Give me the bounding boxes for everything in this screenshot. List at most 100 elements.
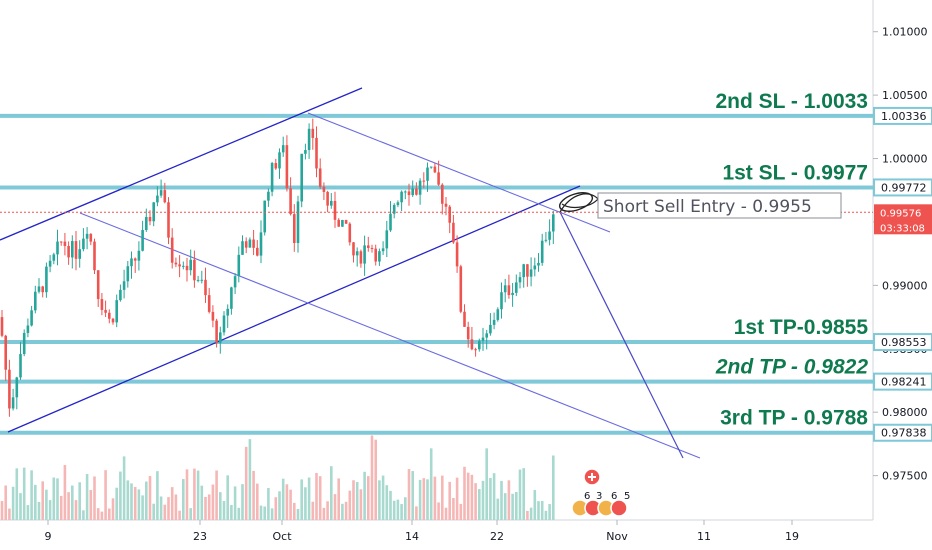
volume-bar (552, 455, 555, 520)
candle-body (503, 285, 507, 293)
candle-body (289, 188, 292, 215)
event-count: 3 (596, 491, 602, 502)
candle-body (489, 324, 492, 334)
volume-bar (400, 504, 403, 520)
falling-channel-lower-line[interactable] (79, 212, 701, 459)
volume-bar (304, 487, 307, 520)
candle-body (381, 248, 385, 252)
candle-body (256, 247, 259, 256)
candle-body (82, 238, 85, 250)
volume-bar (452, 498, 455, 520)
projection-line[interactable] (559, 211, 684, 459)
volume-bar (381, 475, 385, 520)
candle-body (45, 266, 48, 293)
channel-upper-line[interactable] (0, 87, 363, 241)
candle-body (130, 258, 133, 267)
candle-body (237, 254, 241, 277)
volume-bar (45, 489, 48, 520)
volume-bar (392, 500, 396, 520)
candlesticks (0, 118, 555, 417)
price-tag-value: 0.98241 (881, 376, 927, 389)
volume-bar (322, 507, 326, 520)
candle-body (244, 241, 248, 248)
candle-body (100, 299, 104, 310)
volume-bar (330, 466, 333, 520)
candle-body (145, 216, 148, 230)
y-tick-label: 0.98000 (882, 406, 928, 419)
volume-bar (108, 508, 111, 520)
candle-body (37, 286, 41, 292)
channel-lower-line[interactable] (7, 185, 581, 433)
candle-body (78, 249, 81, 259)
events-markers[interactable]: 6 3 6 5 (571, 468, 630, 517)
candle-body (115, 300, 118, 323)
volume-bar (130, 483, 133, 520)
level-label: 2nd TP - 0.9822 (715, 356, 868, 379)
candle-body (71, 241, 74, 258)
candle-body (481, 337, 485, 341)
volume-bar (156, 471, 159, 520)
volume-bar (48, 500, 52, 520)
candle-body (444, 203, 448, 207)
candle-body (515, 282, 518, 293)
volume-bar (359, 489, 363, 520)
price-tag-value: 1.00336 (881, 110, 927, 123)
candle-body (511, 292, 514, 296)
candle-body (407, 191, 411, 196)
volume-bar (256, 483, 259, 520)
candle-body (285, 145, 289, 189)
volume-bar (152, 503, 155, 520)
volume-bar (311, 501, 315, 520)
candle-body (222, 315, 226, 333)
entry-label-box[interactable] (597, 192, 842, 219)
volume-bar (352, 480, 355, 520)
candle-body (526, 264, 529, 277)
volume-bar (315, 472, 318, 520)
candle-body (367, 245, 370, 248)
volume-bar (285, 484, 289, 520)
volume-bar (159, 496, 163, 520)
volume-bar (296, 508, 300, 520)
volume-bar (52, 477, 56, 520)
candle-body (48, 260, 52, 267)
candle-body (148, 216, 152, 222)
candle-body (185, 265, 189, 271)
level-label: 1st TP-0.9855 (734, 316, 869, 339)
candle-body (359, 251, 363, 264)
volume-bar (526, 510, 529, 520)
volume-bar (496, 498, 500, 520)
candle-body (441, 184, 444, 204)
candle-body (207, 295, 211, 312)
candle-body (22, 332, 26, 355)
volume-bar (344, 501, 348, 520)
volume-bar (426, 479, 429, 520)
volume-bar (100, 511, 104, 520)
volume-bar (89, 490, 93, 520)
candle-body (163, 190, 167, 203)
volume-bar (252, 470, 255, 520)
candle-body (281, 145, 285, 153)
candle-body (63, 241, 67, 246)
volume-bar (26, 505, 30, 520)
candle-body (126, 266, 130, 282)
volume-bar (230, 504, 233, 520)
volume-bar (337, 478, 340, 520)
candle-body (330, 200, 333, 206)
price-tag (873, 106, 932, 125)
candle-body (85, 233, 89, 239)
volume-bar (418, 479, 422, 520)
candle-body (278, 152, 281, 169)
x-tick-label: 23 (193, 530, 207, 543)
volume-bar (433, 476, 437, 520)
volume-bar (215, 470, 218, 520)
volume-bar (0, 501, 4, 520)
volume-bar (307, 477, 311, 520)
volume-bar (233, 486, 237, 520)
candle-body (215, 320, 218, 343)
candle-body (433, 166, 437, 173)
candle-body (167, 202, 170, 238)
volume-bar (178, 510, 181, 520)
volume-bar (41, 481, 44, 520)
candle-body (137, 250, 141, 261)
